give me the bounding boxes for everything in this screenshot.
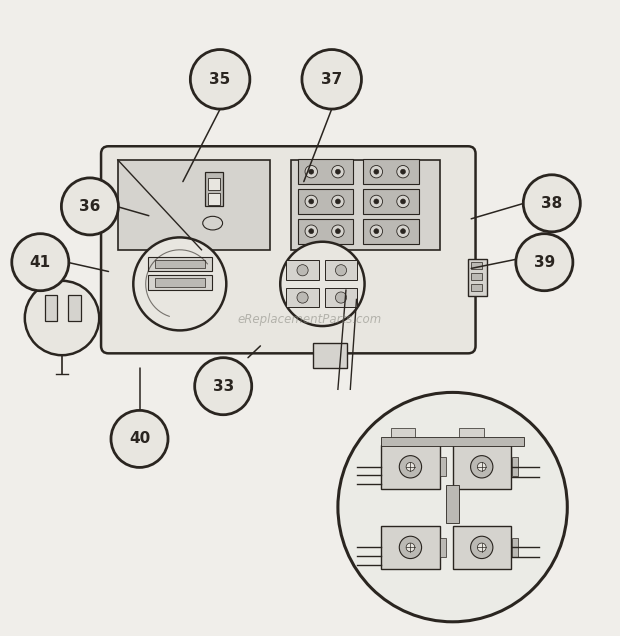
Circle shape [401, 199, 405, 204]
Bar [471, 284, 482, 291]
Circle shape [338, 392, 567, 622]
Bar [381, 437, 524, 446]
Circle shape [309, 169, 314, 174]
Circle shape [374, 169, 379, 174]
Circle shape [309, 229, 314, 233]
Text: 36: 36 [79, 199, 100, 214]
Bar [208, 193, 220, 205]
Circle shape [397, 195, 409, 207]
Bar [148, 275, 212, 290]
Circle shape [370, 165, 383, 178]
Circle shape [61, 178, 118, 235]
Circle shape [397, 225, 409, 237]
Bar [471, 261, 482, 269]
Text: 33: 33 [213, 378, 234, 394]
Text: 39: 39 [534, 254, 555, 270]
Bar [512, 457, 518, 476]
Bar [363, 159, 419, 184]
FancyBboxPatch shape [101, 146, 476, 354]
Circle shape [335, 292, 347, 303]
Bar [298, 189, 353, 214]
Bar [446, 485, 459, 523]
Circle shape [309, 199, 314, 204]
Circle shape [471, 455, 493, 478]
Bar [440, 538, 446, 556]
Bar [363, 219, 419, 244]
Circle shape [406, 462, 415, 471]
Circle shape [335, 229, 340, 233]
Circle shape [374, 229, 379, 233]
Bar [325, 287, 357, 307]
Circle shape [297, 265, 308, 276]
Circle shape [477, 543, 486, 552]
Circle shape [399, 455, 422, 478]
Circle shape [305, 165, 317, 178]
Bar [459, 428, 484, 437]
Circle shape [335, 199, 340, 204]
Bar [468, 259, 487, 296]
Bar [45, 295, 57, 321]
Bar [391, 428, 415, 437]
Bar [148, 256, 212, 272]
Circle shape [401, 229, 405, 233]
Text: eReplacementParts.com: eReplacementParts.com [238, 313, 382, 326]
Bar [363, 189, 419, 214]
Text: 41: 41 [30, 254, 51, 270]
Circle shape [305, 225, 317, 237]
Circle shape [133, 237, 226, 330]
Text: 38: 38 [541, 196, 562, 211]
Circle shape [335, 265, 347, 276]
Circle shape [302, 50, 361, 109]
Circle shape [12, 233, 69, 291]
Circle shape [471, 536, 493, 558]
Bar [208, 179, 220, 190]
Circle shape [332, 195, 344, 207]
Bar [286, 260, 319, 280]
Bar [325, 260, 357, 280]
Bar [298, 219, 353, 244]
Bar [471, 273, 482, 280]
Circle shape [370, 225, 383, 237]
Circle shape [374, 199, 379, 204]
Bar [155, 279, 205, 287]
Bar [453, 445, 511, 488]
Bar [118, 160, 270, 250]
Bar [440, 457, 446, 476]
Bar [453, 526, 511, 569]
Circle shape [335, 169, 340, 174]
Circle shape [516, 233, 573, 291]
Circle shape [111, 410, 168, 467]
Circle shape [406, 543, 415, 552]
Bar [286, 287, 319, 307]
Bar [313, 343, 347, 368]
Circle shape [280, 242, 365, 326]
Circle shape [523, 175, 580, 232]
Bar [298, 159, 353, 184]
Circle shape [477, 462, 486, 471]
Bar [291, 160, 440, 250]
Circle shape [370, 195, 383, 207]
Bar [205, 172, 223, 207]
Text: 40: 40 [129, 431, 150, 446]
Circle shape [332, 225, 344, 237]
Circle shape [401, 169, 405, 174]
Circle shape [25, 281, 99, 355]
Circle shape [195, 357, 252, 415]
Bar [155, 259, 205, 268]
Circle shape [397, 165, 409, 178]
Text: 35: 35 [210, 72, 231, 86]
Circle shape [399, 536, 422, 558]
Ellipse shape [203, 216, 223, 230]
Text: 37: 37 [321, 72, 342, 86]
Circle shape [297, 292, 308, 303]
Circle shape [305, 195, 317, 207]
Circle shape [332, 165, 344, 178]
Bar [512, 538, 518, 556]
Bar [68, 295, 81, 321]
Bar [381, 445, 440, 488]
Circle shape [190, 50, 250, 109]
Bar [381, 526, 440, 569]
